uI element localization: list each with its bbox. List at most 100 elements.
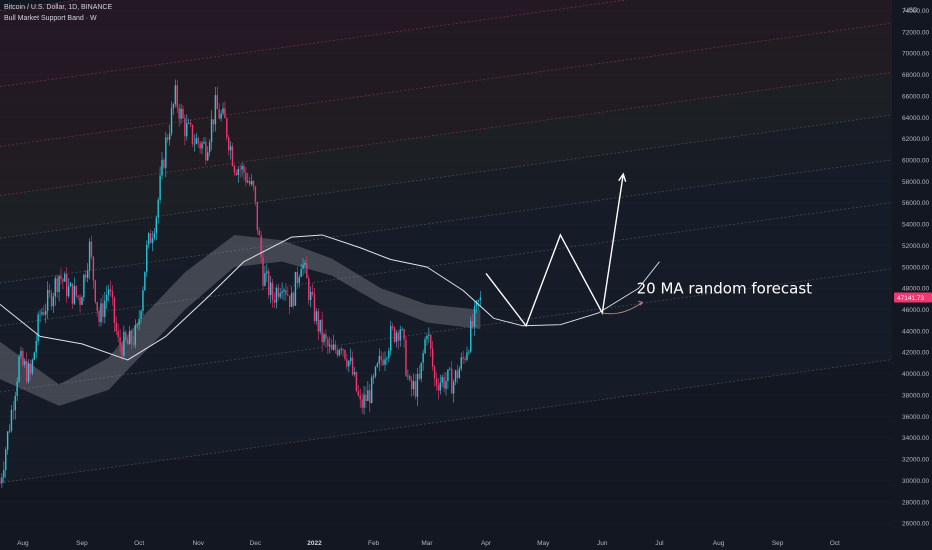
candle-down xyxy=(71,283,74,304)
candle-up xyxy=(69,283,72,287)
candle-down xyxy=(132,343,135,345)
candle-down xyxy=(125,331,127,341)
candle-down xyxy=(418,373,421,379)
chart-title: Bitcoin / U.S. Dollar, 1D, BINANCE xyxy=(4,4,113,11)
candle-up xyxy=(151,238,154,244)
candle-up xyxy=(138,318,140,325)
x-tick-label: Mar xyxy=(421,540,433,547)
candle-down xyxy=(111,291,114,298)
candle-up xyxy=(172,104,175,109)
candle-down xyxy=(306,262,308,279)
candle-up xyxy=(157,199,159,218)
candle-up xyxy=(290,292,293,307)
candle-up xyxy=(220,113,222,119)
candle-up xyxy=(294,271,297,306)
candle-down xyxy=(346,359,348,367)
candle-down xyxy=(414,381,417,397)
y-tick-label: 46000.00 xyxy=(902,307,929,314)
candle-up xyxy=(222,108,224,114)
candle-down xyxy=(189,122,192,125)
candle-up xyxy=(140,310,142,319)
candle-up xyxy=(390,326,392,351)
candle-down xyxy=(191,124,194,144)
candle-up xyxy=(161,159,163,176)
candle-up xyxy=(323,334,325,343)
candle-down xyxy=(94,280,96,303)
candle-down xyxy=(325,334,327,340)
candle-down xyxy=(239,169,241,170)
forecast-arrowhead xyxy=(618,172,627,182)
candle-down xyxy=(212,119,215,125)
x-tick-label: Aug xyxy=(713,540,725,547)
candle-down xyxy=(121,345,123,356)
candle-down xyxy=(464,358,466,360)
indicator-label[interactable]: Bull Market Support Band · W xyxy=(4,15,97,22)
candle-up xyxy=(33,352,36,360)
candle-down xyxy=(311,291,314,295)
candle-up xyxy=(146,244,148,272)
candle-down xyxy=(397,332,400,341)
x-tick-label: Aug xyxy=(17,540,29,547)
bull-market-support-band xyxy=(0,234,481,406)
candle-up xyxy=(207,152,209,161)
candle-up xyxy=(5,449,7,471)
candle-up xyxy=(266,271,268,274)
x-tick-label: Dec xyxy=(250,540,262,547)
y-tick-label: 30000.00 xyxy=(902,478,929,485)
candle-down xyxy=(205,142,207,161)
candle-up xyxy=(370,377,373,404)
x-tick-label: Apr xyxy=(481,540,492,547)
candle-down xyxy=(317,311,319,332)
candle-up xyxy=(107,289,110,295)
candle-down xyxy=(287,294,289,296)
candle-down xyxy=(382,359,384,365)
candle-down xyxy=(228,137,230,151)
candle-down xyxy=(66,273,68,297)
candle-up xyxy=(106,294,108,301)
candle-down xyxy=(365,394,367,402)
candle-up xyxy=(315,311,318,322)
candle-down xyxy=(199,143,201,149)
candle-down xyxy=(430,334,432,349)
candle-up xyxy=(208,142,211,153)
time-axis[interactable]: Aug Sep Oct Nov Dec 2022 Feb Mar Apr May Jun Jul Aug… xyxy=(17,540,840,547)
candle-up xyxy=(441,377,443,383)
support-band-area xyxy=(0,234,481,406)
candle-down xyxy=(456,370,459,379)
candle-down xyxy=(403,329,405,340)
candle-up xyxy=(302,264,304,269)
x-tick-label: Oct xyxy=(830,540,840,547)
annotation-pointer-head xyxy=(638,300,644,306)
x-tick-label: Sep xyxy=(76,540,88,547)
candle-up xyxy=(86,270,89,278)
candle-down xyxy=(252,181,255,187)
candle-up xyxy=(165,137,167,168)
y-tick-label: 68000.00 xyxy=(902,72,929,79)
candle-up xyxy=(241,165,243,170)
candle-down xyxy=(248,181,251,185)
candle-down xyxy=(268,271,270,296)
candle-up xyxy=(58,275,60,293)
candle-down xyxy=(50,292,53,307)
candle-up xyxy=(378,356,380,364)
candle-down xyxy=(218,109,220,119)
last-price-box xyxy=(894,292,932,303)
y-tick-label: 56000.00 xyxy=(902,200,929,207)
candle-down xyxy=(260,235,262,258)
ma-forecast-curve xyxy=(493,261,660,327)
candle-down xyxy=(224,108,226,119)
candle-up xyxy=(374,366,377,377)
candle-down xyxy=(60,275,62,279)
last-price-tag: 47141.73 xyxy=(894,292,932,303)
x-tick-label: May xyxy=(537,540,550,547)
candle-down xyxy=(285,289,287,295)
candle-down xyxy=(90,241,93,257)
candle-up xyxy=(466,352,468,360)
candle-down xyxy=(167,137,169,140)
candle-up xyxy=(452,382,455,394)
candle-down xyxy=(336,349,339,356)
candle-up xyxy=(367,390,369,402)
